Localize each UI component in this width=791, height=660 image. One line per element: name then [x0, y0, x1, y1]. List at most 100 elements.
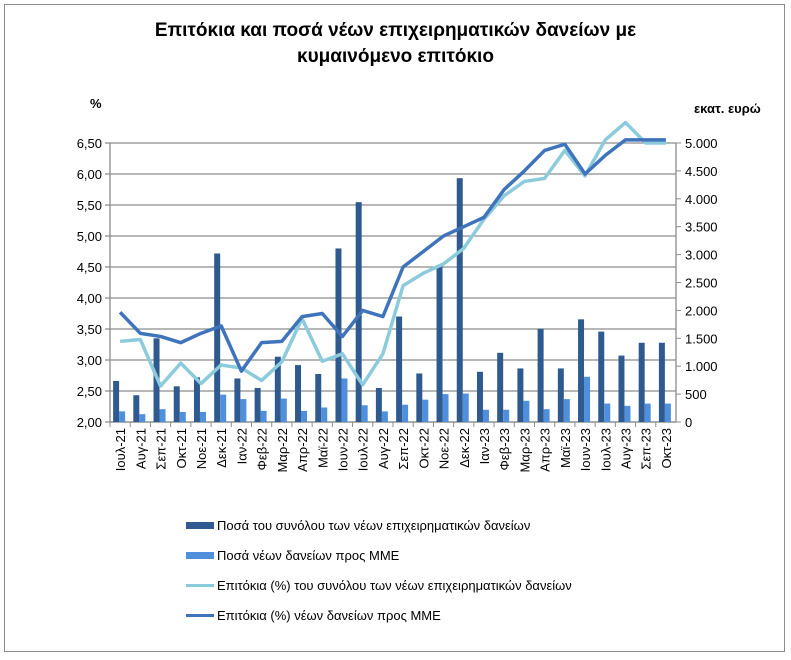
x-tick-label: Απρ-23	[538, 428, 553, 472]
x-tick-label: Ιαν-22	[234, 428, 249, 464]
bar-total-amount	[598, 331, 605, 422]
bar-sme-amount	[422, 399, 429, 422]
bar-total-amount	[355, 202, 362, 422]
x-tick-label: Ιουλ-23	[598, 428, 613, 471]
x-tick-label: Φεβ-23	[497, 428, 512, 470]
left-tick-label: 4,00	[77, 291, 102, 306]
bar-sme-amount	[563, 399, 570, 422]
x-tick-label: Ιαν-23	[477, 428, 492, 464]
bar-total-amount	[193, 377, 200, 422]
bar-total-amount	[214, 253, 221, 422]
bar-total-amount	[658, 342, 665, 422]
bar-sme-amount	[624, 405, 631, 422]
x-tick-label: Μαϊ-22	[315, 428, 330, 468]
bar-total-amount	[173, 386, 180, 422]
bar-sme-amount	[664, 403, 671, 422]
legend-item: Επιτόκια (%) νέων δανείων προς ΜΜΕ	[186, 600, 572, 630]
legend-swatch	[186, 613, 214, 617]
legend-item: Ποσά του συνόλου των νέων επιχειρηματικώ…	[186, 510, 572, 540]
bar-total-amount	[436, 265, 443, 422]
left-tick-label: 3,50	[77, 322, 102, 337]
x-tick-label: Σεπ-21	[154, 428, 169, 470]
bar-total-amount	[375, 387, 382, 422]
bar-total-amount	[396, 316, 403, 422]
bar-sme-amount	[523, 400, 530, 422]
bar-sme-amount	[341, 378, 348, 422]
x-tick-label: Δεκ-22	[457, 428, 472, 468]
right-tick-label: 0	[685, 415, 692, 430]
x-tick-label: Αυγ-21	[133, 428, 148, 469]
legend-item: Επιτόκια (%) του συνόλου των νέων επιχει…	[186, 570, 572, 600]
x-tick-label: Φεβ-22	[255, 428, 270, 470]
bar-sme-amount	[179, 411, 186, 422]
right-tick-label: 2.500	[685, 276, 718, 291]
x-tick-label: Αυγ-23	[618, 428, 633, 469]
bar-sme-amount	[442, 394, 449, 422]
x-tick-label: Δεκ-21	[214, 428, 229, 468]
bar-total-amount	[133, 395, 140, 422]
x-tick-label: Μαρ-23	[517, 428, 532, 473]
legend-label: Επιτόκια (%) νέων δανείων προς ΜΜΕ	[217, 607, 441, 623]
legend-swatch	[186, 551, 214, 559]
left-tick-label: 3,00	[77, 353, 102, 368]
bar-total-amount	[335, 248, 342, 422]
x-tick-label: Ιουλ-22	[356, 428, 371, 471]
bar-sme-amount	[199, 411, 206, 422]
bar-total-amount	[274, 356, 281, 422]
bar-sme-amount	[260, 410, 267, 422]
bar-sme-amount	[321, 407, 328, 422]
x-tick-label: Σεπ-22	[396, 428, 411, 470]
bar-sme-amount	[280, 398, 287, 422]
bar-total-amount	[315, 374, 322, 422]
x-tick-label: Ιουλ-21	[113, 428, 128, 471]
right-tick-label: 500	[685, 387, 707, 402]
bar-total-amount	[295, 365, 302, 422]
bar-total-amount	[557, 368, 564, 422]
right-tick-label: 5.000	[685, 136, 718, 151]
bar-sme-amount	[119, 411, 126, 422]
x-tick-label: Αυγ-22	[376, 428, 391, 469]
bar-sme-amount	[220, 394, 227, 422]
x-tick-label: Οκτ-23	[659, 428, 674, 469]
right-tick-label: 3.000	[685, 248, 718, 263]
x-tick-label: Νοε-21	[194, 428, 209, 469]
right-tick-label: 4.000	[685, 192, 718, 207]
bar-total-amount	[638, 342, 645, 422]
x-tick-label: Απρ-22	[295, 428, 310, 472]
chart-frame	[4, 4, 785, 652]
right-tick-label: 4.500	[685, 164, 718, 179]
left-tick-label: 5,00	[77, 229, 102, 244]
bar-sme-amount	[644, 403, 651, 422]
bar-sme-amount	[503, 409, 510, 422]
right-tick-label: 3.500	[685, 220, 718, 235]
bar-sme-amount	[301, 410, 308, 422]
x-tick-label: Οκτ-22	[416, 428, 431, 469]
legend-swatch	[186, 521, 214, 529]
bar-sme-amount	[381, 411, 388, 422]
bar-total-amount	[476, 371, 483, 422]
left-tick-label: 6,50	[77, 136, 102, 151]
left-tick-label: 5,50	[77, 198, 102, 213]
legend-swatch	[186, 583, 214, 587]
bar-total-amount	[234, 378, 241, 422]
bar-sme-amount	[482, 409, 489, 422]
x-tick-label: Μαρ-22	[275, 428, 290, 473]
x-tick-label: Ιουν-22	[335, 428, 350, 471]
chart-title: Επιτόκια και ποσά νέων επιχειρηματικών δ…	[154, 20, 637, 67]
left-tick-label: 2,50	[77, 384, 102, 399]
bar-total-amount	[537, 328, 544, 422]
legend: Ποσά του συνόλου των νέων επιχειρηματικώ…	[186, 510, 572, 630]
bar-sme-amount	[240, 399, 247, 422]
right-axis-label: εκατ. ευρώ	[694, 101, 761, 116]
x-tick-label: Σεπ-23	[639, 428, 654, 470]
bar-sme-amount	[139, 414, 146, 422]
right-tick-label: 1.000	[685, 359, 718, 374]
left-tick-label: 4,50	[77, 260, 102, 275]
bar-sme-amount	[543, 409, 550, 422]
bar-sme-amount	[402, 404, 409, 422]
bar-total-amount	[254, 387, 261, 422]
bar-sme-amount	[361, 405, 368, 422]
bar-total-amount	[456, 178, 463, 422]
x-tick-label: Νοε-22	[437, 428, 452, 469]
